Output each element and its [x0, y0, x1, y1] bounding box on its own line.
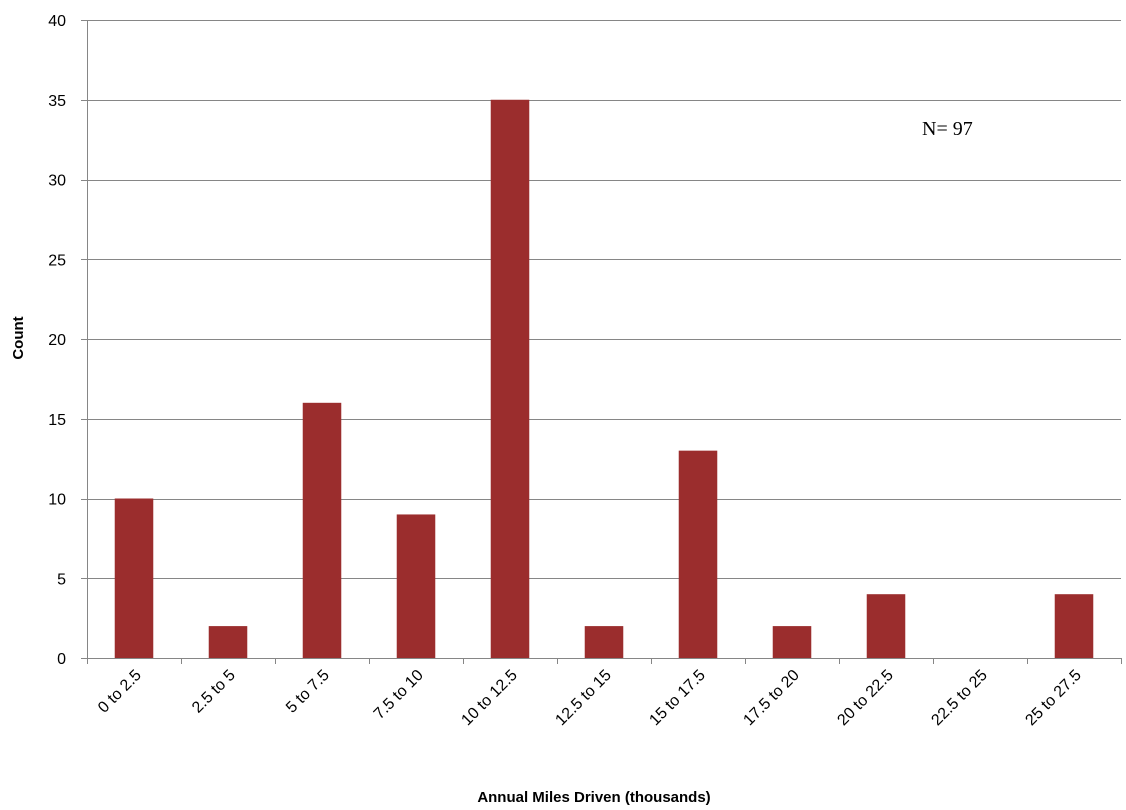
sample-size-annotation: N= 97 [922, 118, 973, 140]
bar [490, 99, 530, 658]
bar [396, 514, 436, 658]
bar [866, 594, 906, 658]
axes [81, 20, 1122, 664]
gridlines [87, 20, 1121, 579]
x-tick-label: 0 to 2.5 [95, 667, 145, 717]
x-tick-label: 17.5 to 20 [740, 667, 802, 729]
bar [114, 498, 154, 658]
bars [114, 99, 1094, 658]
bar [772, 626, 812, 658]
y-tick-label: 15 [48, 412, 66, 429]
y-tick-label: 10 [48, 492, 66, 509]
x-tick-label: 7.5 to 10 [371, 667, 427, 723]
y-axis-title: Count [10, 316, 27, 359]
bar [584, 626, 624, 658]
bar [208, 626, 248, 658]
x-tick-label: 12.5 to 15 [552, 667, 614, 729]
x-tick-label: 10 to 12.5 [458, 667, 520, 729]
x-tick-label: 15 to 17.5 [646, 667, 708, 729]
y-tick-labels: 0 5 10 15 20 25 30 35 40 [48, 13, 66, 668]
y-tick-label: 30 [48, 173, 66, 190]
bar [678, 450, 718, 658]
y-tick-label: 5 [57, 571, 66, 588]
y-tick-label: 25 [48, 252, 66, 269]
x-tick-label: 22.5 to 25 [928, 667, 990, 729]
x-tick-label: 25 to 27.5 [1022, 667, 1084, 729]
y-tick-label: 0 [57, 651, 66, 668]
x-axis-title: Annual Miles Driven (thousands) [477, 789, 710, 806]
bar [1054, 594, 1094, 658]
y-tick-label: 20 [48, 332, 66, 349]
x-tick-label: 20 to 22.5 [834, 667, 896, 729]
x-tick-label: 2.5 to 5 [189, 667, 239, 717]
bar [302, 402, 342, 658]
y-tick-label: 35 [48, 93, 66, 110]
y-tick-label: 40 [48, 13, 66, 30]
x-tick-labels: 0 to 2.5 2.5 to 5 5 to 7.5 7.5 to 10 10 to 1… [95, 667, 1085, 729]
x-tick-label: 5 to 7.5 [283, 667, 333, 717]
